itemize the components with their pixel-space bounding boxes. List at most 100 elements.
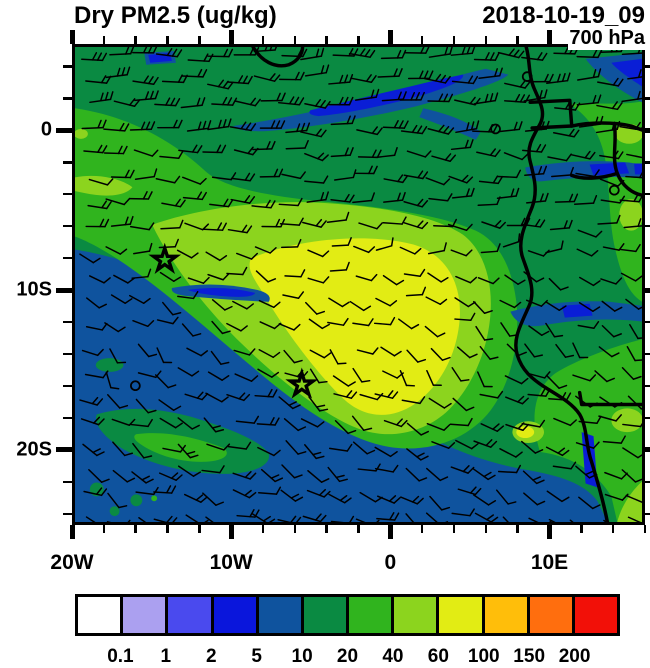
fill-sw-frag4 [151, 495, 157, 501]
wind-barb-staff [163, 81, 184, 82]
x-tick-bottom [134, 525, 137, 533]
x-tick-bottom [262, 525, 265, 533]
y-tick-left [63, 417, 72, 420]
y-tick-left [56, 128, 72, 133]
wind-barb-staff [577, 57, 598, 58]
colorbar-cell [214, 597, 259, 633]
wind-barb-staff [434, 226, 453, 227]
x-tick-top [294, 36, 297, 44]
x-tick-bottom [166, 525, 169, 533]
wind-barb-staff [282, 56, 303, 57]
x-tick-bottom [547, 525, 552, 539]
valid-time-label: 2018-10-19_09 [482, 2, 645, 30]
wind-barb-staff [159, 247, 175, 248]
x-tick-bottom [485, 525, 488, 533]
y-tick-right [645, 97, 650, 100]
colorbar-tick-label: 2 [206, 646, 217, 668]
colorbar-tick-label: 40 [382, 646, 403, 668]
wind-barb-staff [204, 229, 223, 230]
y-tick-right [645, 417, 650, 420]
x-tick-top [166, 36, 169, 44]
x-tick-bottom [294, 525, 297, 533]
y-tick-right [645, 128, 650, 133]
x-tick-top [547, 30, 552, 44]
wind-barb-staff [498, 176, 517, 177]
colorbar-cell [123, 597, 168, 633]
wind-barb-staff [478, 204, 497, 205]
colorbar-tick-label: 60 [428, 646, 449, 668]
wind-barb-staff [82, 128, 103, 129]
streak-land1-core-a [590, 163, 630, 176]
wind-barb-staff [378, 76, 399, 77]
wind-barb-staff [333, 55, 354, 56]
colorbar-tick-label: 10 [292, 646, 313, 668]
colorbar-tick-label: 0.1 [107, 646, 133, 668]
y-tick-right [645, 321, 650, 324]
y-tick-left [63, 257, 72, 260]
x-tick-top [388, 30, 393, 44]
y-tick-left [63, 97, 72, 100]
y-tick-right [645, 481, 650, 484]
wind-barb-staff [407, 295, 423, 296]
x-tick-top [70, 30, 75, 44]
x-axis-label: 10W [210, 551, 253, 575]
y-tick-right [645, 288, 650, 293]
wind-barb-staff [286, 148, 305, 149]
y-tick-right [645, 513, 650, 516]
x-axis-label: 10E [531, 551, 568, 575]
colorbar [75, 594, 620, 636]
fill-sw-frag3 [110, 506, 120, 516]
colorbar-tick-label: 5 [251, 646, 262, 668]
x-tick-top [421, 36, 424, 44]
y-tick-right [645, 225, 650, 228]
wind-barb-staff [556, 201, 575, 202]
colorbar-cell [259, 597, 304, 633]
x-tick-bottom [644, 525, 647, 533]
x-tick-bottom [421, 525, 424, 533]
wind-barb-flag [319, 382, 327, 383]
x-tick-top [134, 36, 137, 44]
x-tick-top [198, 36, 201, 44]
wind-barb-staff [473, 131, 494, 132]
x-tick-top [103, 36, 106, 44]
y-tick-left [63, 481, 72, 484]
y-tick-left [63, 193, 72, 196]
y-tick-right [645, 193, 650, 196]
y-tick-right [645, 447, 650, 452]
wind-barb-staff [382, 58, 403, 59]
y-axis-label: 20S [2, 438, 52, 461]
y-tick-right [645, 161, 650, 164]
wind-barb-staff [253, 149, 272, 150]
y-tick-right [645, 385, 650, 388]
x-tick-bottom [357, 525, 360, 533]
x-tick-top [516, 36, 519, 44]
map-plot-area [72, 44, 645, 525]
y-tick-right [645, 257, 650, 260]
colorbar-cell [394, 597, 439, 633]
y-tick-left [63, 353, 72, 356]
y-tick-left [63, 385, 72, 388]
y-tick-right [645, 65, 650, 68]
y-tick-left [63, 65, 72, 68]
y-tick-left [63, 321, 72, 324]
streak-land1-core-b [634, 164, 642, 175]
x-tick-bottom [516, 525, 519, 533]
x-tick-top [485, 36, 488, 44]
colorbar-cell [304, 597, 349, 633]
colorbar-cell [439, 597, 484, 633]
wind-barb-flag [338, 363, 346, 364]
x-tick-top [262, 36, 265, 44]
page-title: Dry PM2.5 (ug/kg) [74, 2, 277, 30]
y-tick-left [56, 288, 72, 293]
colorbar-tick-label: 20 [337, 646, 358, 668]
wind-barb-staff [499, 472, 517, 473]
colorbar-cell [530, 597, 575, 633]
x-tick-top [357, 36, 360, 44]
y-axis-label: 10S [2, 279, 52, 302]
wind-barb-staff [332, 245, 348, 246]
colorbar-cell [349, 597, 394, 633]
y-tick-left [63, 513, 72, 516]
wind-barb-staff [227, 274, 243, 275]
colorbar-tick-label: 200 [559, 646, 591, 668]
